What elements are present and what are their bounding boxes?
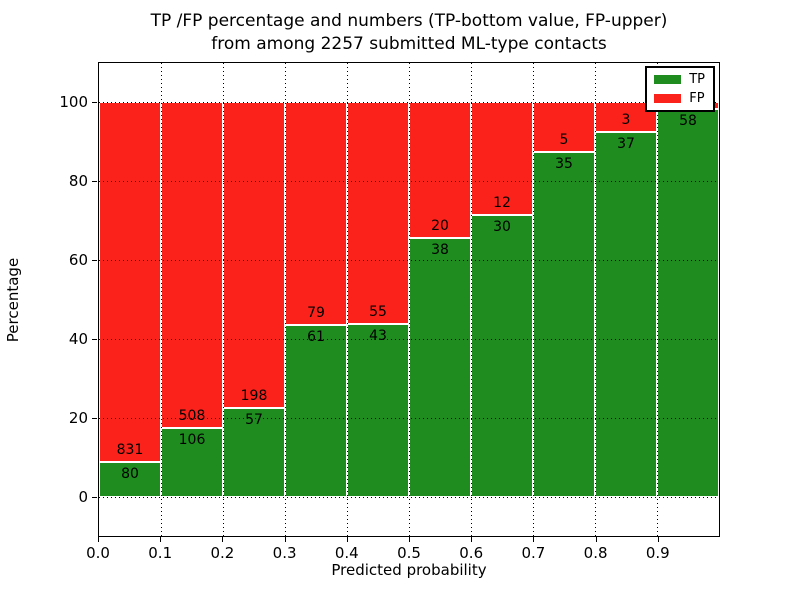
tp-bar-segment — [595, 131, 657, 497]
fp-bar-segment — [161, 102, 223, 429]
x-tick-mark — [222, 537, 224, 542]
vertical-gridline — [223, 63, 224, 536]
x-axis-label: Predicted probability — [331, 561, 487, 579]
tp-count-label: 57 — [245, 412, 263, 429]
fp-count-label: 3 — [621, 111, 631, 128]
tp-count-label: 106 — [178, 432, 206, 449]
x-tick-label: 0.5 — [397, 544, 421, 562]
x-tick-label: 0.6 — [459, 544, 484, 562]
tp-count-label: 58 — [679, 113, 697, 130]
fp-count-label: 20 — [431, 218, 449, 235]
y-tick-mark — [92, 339, 97, 341]
x-tick-label: 0.7 — [521, 544, 546, 562]
chart-title-line2: from among 2257 submitted ML-type contac… — [211, 34, 607, 54]
vertical-gridline — [285, 63, 286, 536]
fp-count-label: 79 — [307, 304, 325, 321]
legend-swatch-fp — [654, 94, 682, 103]
x-tick-label: 0.0 — [86, 544, 110, 562]
x-tick-label: 0.3 — [272, 544, 297, 562]
y-tick-mark — [92, 497, 97, 499]
plot-area: 831 80 508 106 198 57 79 61 55 43 20 38 12 30 5 35 3 37 58… — [98, 62, 720, 537]
chart-title-line1: TP /FP percentage and numbers (TP-bottom… — [150, 11, 668, 31]
y-tick-mark — [92, 180, 97, 182]
tp-count-label: 35 — [555, 155, 573, 172]
fp-count-label: 198 — [240, 388, 268, 405]
x-tick-mark — [98, 537, 99, 542]
y-tick-label: 20 — [68, 409, 88, 428]
value-labels-layer: 831 80 508 106 198 57 79 61 55 43 20 38 12 30 5 35 3 37 58 — [99, 63, 719, 536]
tp-count-label: 37 — [617, 135, 635, 152]
tp-bar-segment — [99, 461, 161, 497]
tp-bar-segment — [409, 238, 471, 497]
fp-count-label: 12 — [493, 195, 511, 212]
legend: TP FP — [645, 66, 715, 112]
vertical-gridline — [595, 63, 596, 536]
y-axis-label: Percentage — [4, 257, 22, 343]
legend-label: TP — [689, 72, 705, 87]
tp-bar-segment — [533, 151, 595, 497]
y-tick-label: 0 — [78, 488, 88, 507]
y-tick-mark — [92, 101, 97, 103]
tp-bar-segment — [471, 215, 533, 497]
tp-count-label: 61 — [307, 328, 325, 345]
legend-swatch-tp — [654, 75, 682, 84]
vertical-gridline — [533, 63, 534, 536]
x-tick-mark — [533, 537, 535, 542]
x-tick-mark — [657, 537, 659, 542]
vertical-gridline — [161, 63, 162, 536]
tp-count-label: 43 — [369, 327, 387, 344]
fp-bar-segment — [409, 102, 471, 239]
fp-count-label: 55 — [369, 303, 387, 320]
fp-count-label: 508 — [178, 408, 206, 425]
x-tick-mark — [409, 537, 410, 542]
vertical-gridline — [657, 63, 658, 536]
x-tick-mark — [284, 537, 286, 542]
tp-bar-segment — [285, 324, 347, 497]
x-tick-mark — [471, 537, 473, 542]
horizontal-gridline — [99, 102, 719, 104]
x-tick-label: 0.9 — [645, 544, 670, 562]
x-tick-mark — [346, 537, 348, 542]
fp-bar-segment — [223, 102, 285, 409]
y-tick-label: 40 — [68, 330, 88, 349]
y-tick-label: 100 — [59, 92, 88, 111]
x-tick-label: 0.4 — [334, 544, 359, 562]
fp-bar-segment — [285, 102, 347, 325]
y-tick-label: 60 — [68, 250, 88, 269]
y-tick-mark — [92, 418, 97, 420]
tp-bar-segment — [347, 323, 409, 497]
vertical-gridline — [347, 63, 348, 536]
x-tick-mark — [595, 537, 597, 542]
x-tick-mark — [160, 537, 162, 542]
legend-label: FP — [689, 91, 705, 106]
horizontal-gridline — [99, 417, 719, 419]
horizontal-gridline — [99, 338, 719, 340]
tp-count-label: 38 — [431, 242, 449, 259]
y-tick-mark — [92, 259, 97, 261]
tp-bar-segment — [657, 109, 719, 497]
vertical-gridline — [409, 63, 410, 536]
horizontal-gridline — [99, 260, 719, 262]
legend-entry: FP — [654, 92, 705, 105]
horizontal-gridline — [99, 181, 719, 183]
vertical-gridline — [471, 63, 472, 536]
tp-count-label: 30 — [493, 219, 511, 236]
tp-count-label: 80 — [121, 465, 139, 482]
fp-bar-segment — [347, 102, 409, 324]
bars-layer — [99, 63, 719, 536]
fp-count-label: 831 — [116, 441, 144, 458]
x-tick-label: 0.2 — [210, 544, 235, 562]
fp-bar-segment — [471, 102, 533, 216]
legend-entry: TP — [654, 73, 705, 86]
x-tick-label: 0.8 — [583, 544, 608, 562]
horizontal-gridline — [99, 496, 719, 498]
fp-bar-segment — [99, 102, 161, 462]
fp-count-label: 5 — [559, 131, 569, 148]
y-tick-label: 80 — [68, 171, 88, 190]
x-tick-label: 0.1 — [148, 544, 173, 562]
chart-title: TP /FP percentage and numbers (TP-bottom… — [98, 10, 720, 56]
grid-layer — [99, 63, 719, 536]
